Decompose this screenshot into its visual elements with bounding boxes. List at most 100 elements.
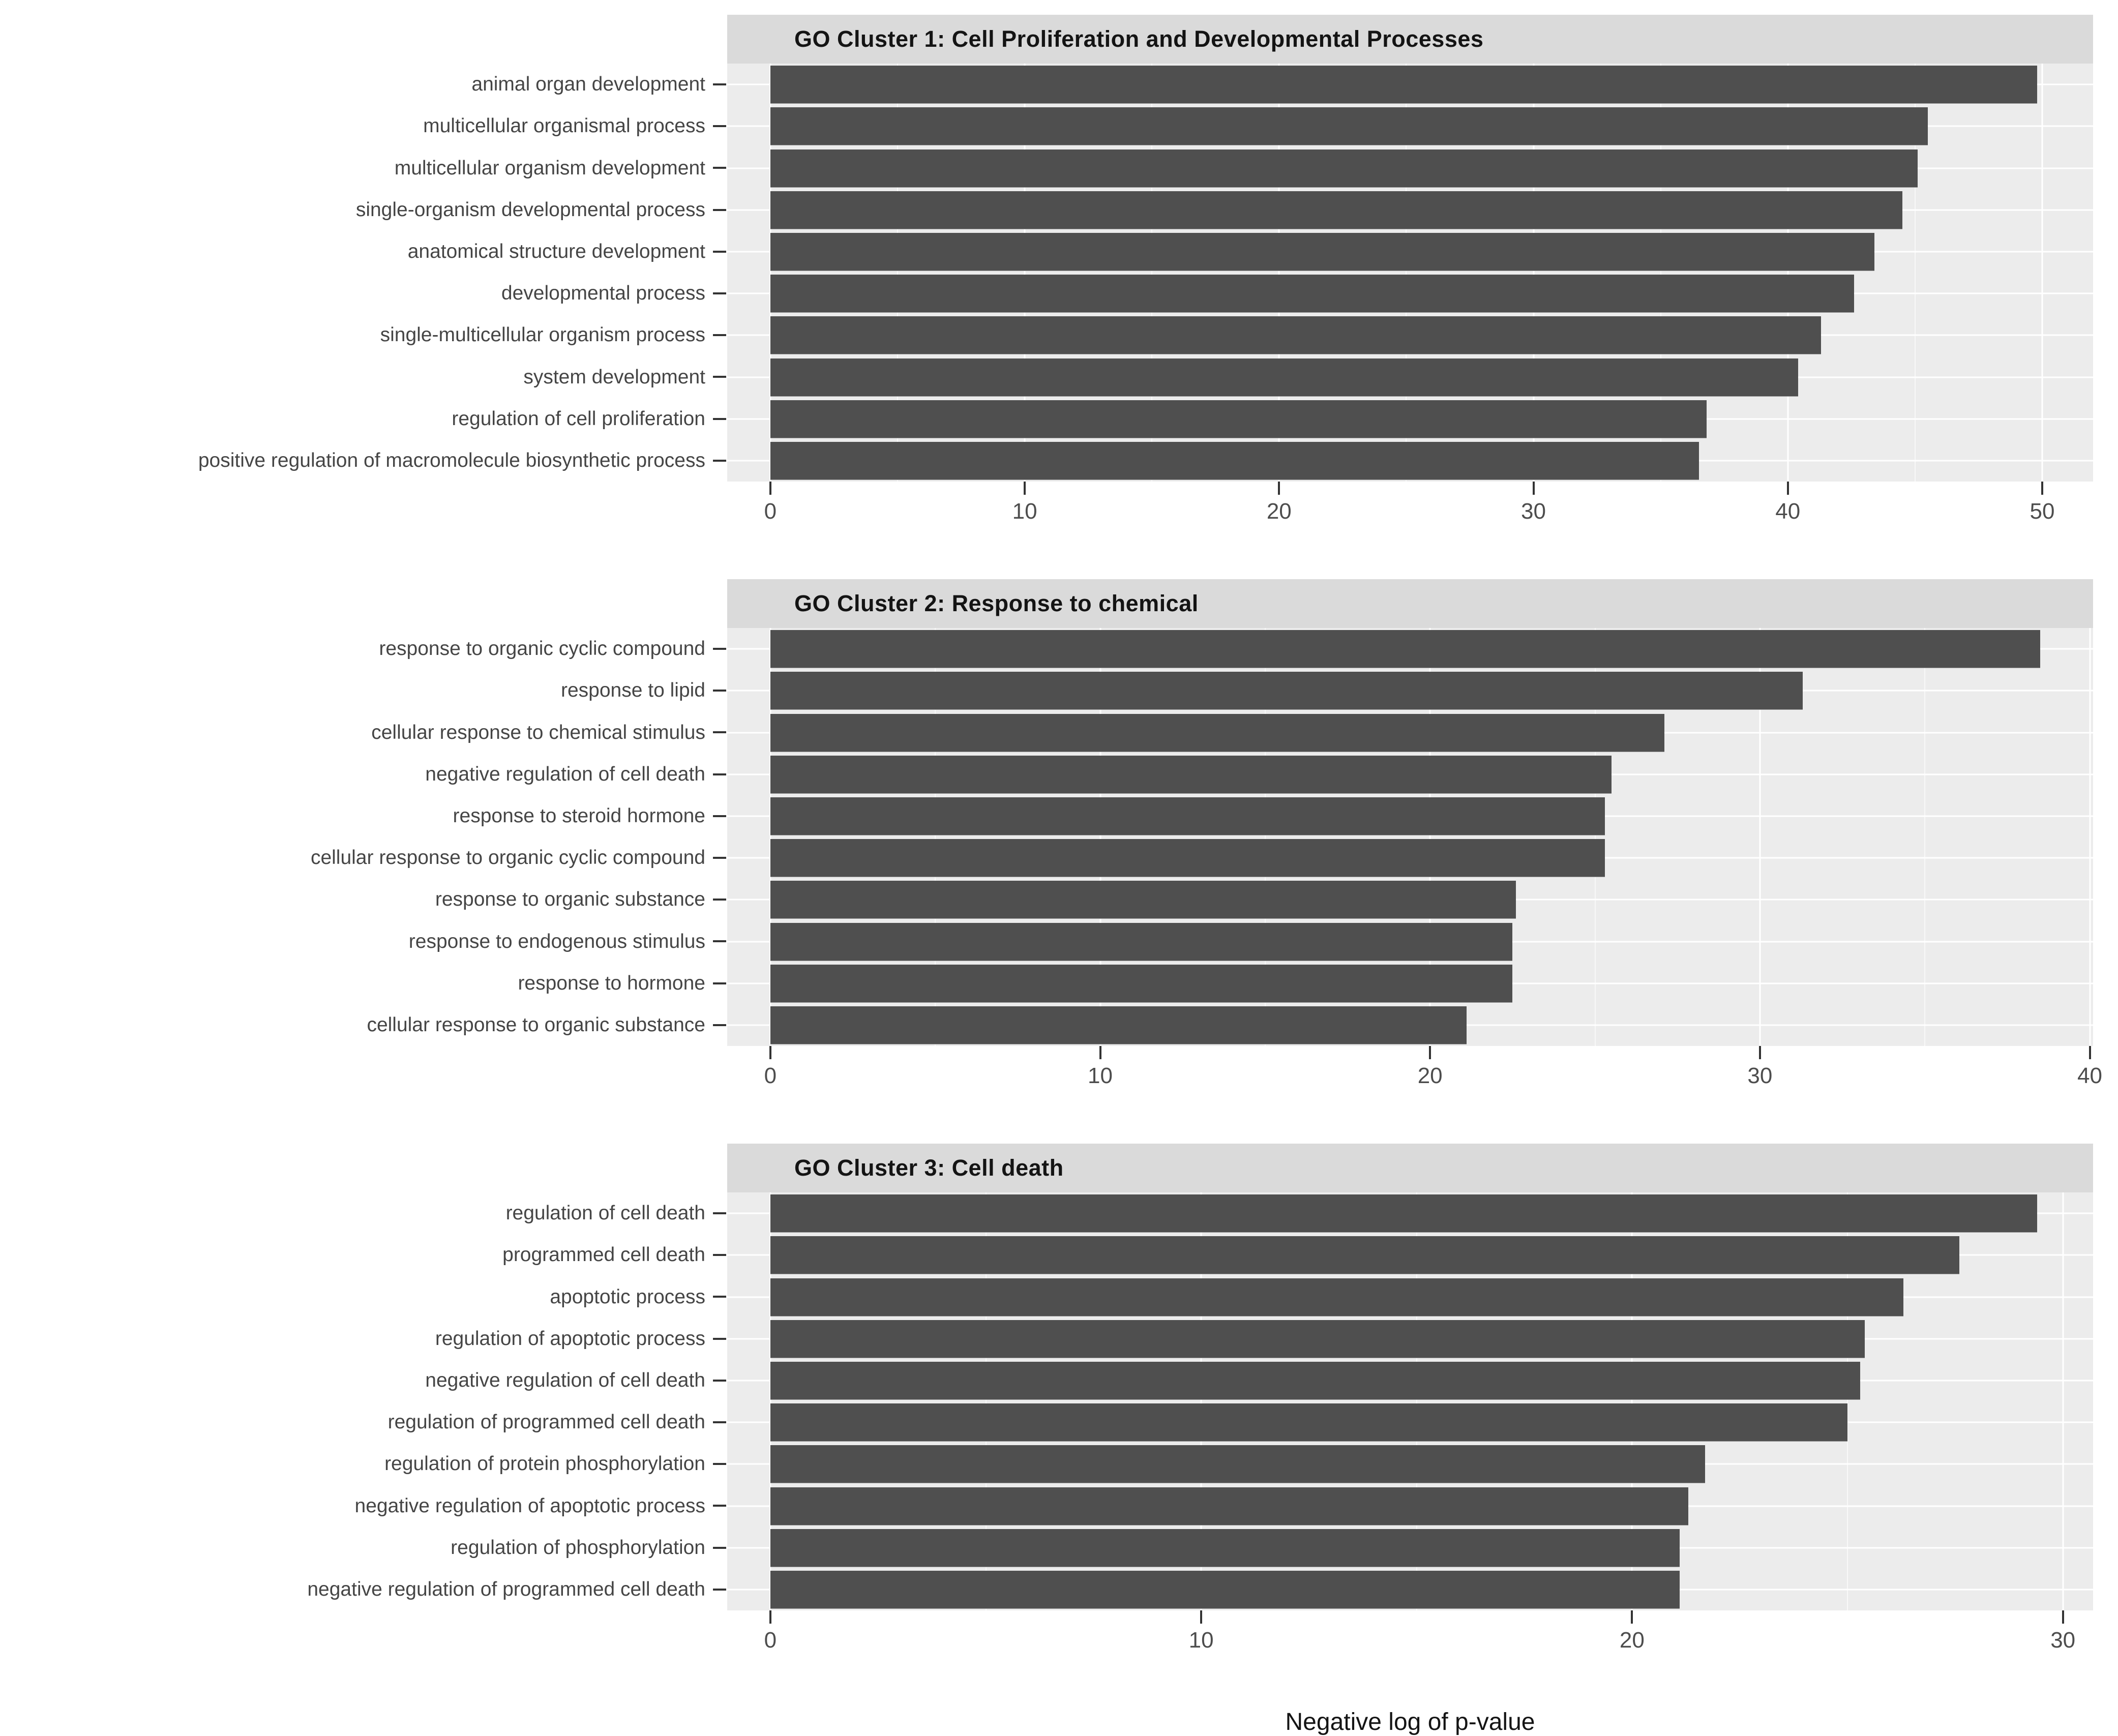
category-label: regulation of cell death (505, 1202, 705, 1224)
x-tick-label: 30 (2050, 1628, 2076, 1653)
y-tick-mark (713, 648, 726, 650)
bar (770, 1006, 1467, 1044)
plot-panel (727, 64, 2093, 482)
y-tick-mark (713, 690, 726, 692)
bar (770, 66, 2037, 104)
category-label: negative regulation of cell death (425, 1369, 705, 1391)
x-tick-label: 10 (1088, 1063, 1113, 1088)
bar (770, 797, 1605, 835)
bar (770, 630, 2041, 668)
category-label: animal organ development (471, 73, 705, 96)
bar (770, 1445, 1706, 1483)
x-tick-mark (769, 1610, 771, 1624)
category-label: single-organism developmental process (355, 198, 705, 221)
y-label-row: positive regulation of macromolecule bio… (0, 440, 727, 482)
y-tick-mark (713, 1463, 726, 1465)
x-tick-mark (1631, 1610, 1633, 1624)
x-tick-label: 50 (2030, 499, 2055, 524)
y-label-row: negative regulation of apoptotic process (0, 1485, 727, 1527)
bar (770, 1487, 1688, 1525)
bar (770, 1529, 1680, 1567)
bar (770, 755, 1612, 793)
y-tick-mark (713, 1337, 726, 1340)
y-label-row: regulation of protein phosphorylation (0, 1443, 727, 1485)
x-tick-mark (2062, 1610, 2064, 1624)
x-tick-mark (1024, 482, 1026, 495)
x-tick-label: 20 (1266, 499, 1292, 524)
category-label: cellular response to organic cyclic comp… (310, 847, 705, 869)
facet-container: GO Cluster 1: Cell Proliferation and Dev… (0, 15, 2118, 1661)
bar (770, 358, 1798, 396)
category-label: apoptotic process (550, 1285, 705, 1308)
x-tick-label: 10 (1012, 499, 1037, 524)
y-label-row: response to endogenous stimulus (0, 920, 727, 962)
y-tick-mark (713, 1421, 726, 1424)
y-tick-mark (713, 1024, 726, 1026)
bar (770, 191, 1902, 229)
category-label: system development (523, 366, 705, 388)
bar (770, 839, 1605, 877)
x-tick-mark (1532, 482, 1535, 495)
facet-strip: GO Cluster 2: Response to chemical (727, 579, 2093, 628)
y-label-row: response to organic substance (0, 879, 727, 920)
bar (770, 441, 1699, 480)
x-tick-mark (2041, 482, 2043, 495)
bar (770, 1320, 1865, 1358)
y-tick-mark (713, 982, 726, 984)
y-tick-mark (713, 1296, 726, 1298)
bar (770, 149, 1918, 187)
x-tick-label: 30 (1521, 499, 1546, 524)
y-tick-mark (713, 417, 726, 420)
y-tick-mark (713, 459, 726, 462)
y-label-row: regulation of apoptotic process (0, 1318, 727, 1360)
y-tick-mark (713, 125, 726, 128)
y-tick-mark (713, 731, 726, 734)
y-label-row: multicellular organismal process (0, 105, 727, 147)
y-label-row: developmental process (0, 273, 727, 314)
bar (770, 275, 1854, 313)
x-tick-mark (1278, 482, 1280, 495)
y-label-row: response to lipid (0, 670, 727, 711)
bar (770, 1570, 1680, 1608)
y-label-row: cellular response to organic substance (0, 1004, 727, 1046)
y-label-row: regulation of cell proliferation (0, 398, 727, 440)
x-tick-mark (1786, 482, 1789, 495)
category-label: positive regulation of macromolecule bio… (198, 449, 705, 471)
category-label: cellular response to organic substance (367, 1013, 705, 1036)
category-label: developmental process (501, 282, 705, 305)
x-axis: 0 10 20 30 (727, 1610, 2093, 1661)
y-tick-mark (713, 334, 726, 337)
x-tick-mark (769, 1046, 771, 1059)
category-label: cellular response to chemical stimulus (371, 721, 705, 743)
category-label: negative regulation of programmed cell d… (307, 1578, 705, 1600)
bar (770, 232, 1874, 271)
y-tick-mark (713, 1546, 726, 1549)
y-label-row: negative regulation of cell death (0, 1360, 727, 1401)
bar (770, 1194, 2037, 1233)
y-label-row: animal organ development (0, 64, 727, 105)
x-tick-mark (2089, 1046, 2091, 1059)
bar (770, 964, 1513, 1002)
y-axis-labels: response to organic cyclic compound respo… (0, 628, 727, 1046)
category-label: regulation of apoptotic process (435, 1327, 705, 1350)
category-label: single-multicellular organism process (380, 324, 705, 346)
y-label-row: response to steroid hormone (0, 795, 727, 837)
y-tick-mark (713, 250, 726, 253)
y-label-row: regulation of programmed cell death (0, 1401, 727, 1443)
x-tick-label: 40 (2077, 1063, 2102, 1088)
y-label-row: single-organism developmental process (0, 189, 727, 231)
category-label: regulation of cell proliferation (452, 407, 705, 430)
x-tick-label: 10 (1188, 1628, 1214, 1653)
y-label-row: negative regulation of cell death (0, 754, 727, 795)
x-tick-mark (1758, 1046, 1761, 1059)
y-tick-mark (713, 899, 726, 901)
y-label-row: apoptotic process (0, 1276, 727, 1318)
category-label: negative regulation of apoptotic process (354, 1494, 705, 1517)
y-label-row: system development (0, 356, 727, 398)
category-label: response to hormone (518, 972, 705, 994)
plot-panel (727, 628, 2093, 1046)
bar (770, 881, 1516, 919)
y-label-row: regulation of cell death (0, 1192, 727, 1234)
x-tick-mark (1200, 1610, 1203, 1624)
category-label: multicellular organismal process (423, 115, 705, 137)
